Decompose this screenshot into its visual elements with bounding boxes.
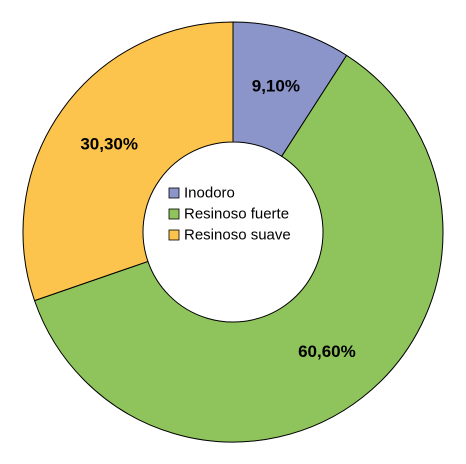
data-label-resinoso-fuerte: 60,60% (298, 342, 356, 361)
legend-swatch-resinoso-suave (168, 229, 180, 241)
slice-resinoso-suave (22, 21, 234, 302)
donut-slices (22, 21, 444, 443)
legend-label-inodoro: Inodoro (184, 185, 235, 202)
chart-legend: Inodoro Resinoso fuerte Resinoso suave (168, 185, 291, 244)
slice-resinoso-fuerte (33, 54, 444, 443)
data-label-inodoro: 9,10% (252, 77, 300, 96)
data-label-resinoso-suave: 30,30% (80, 134, 138, 153)
legend-label-resinoso-suave: Resinoso suave (184, 227, 291, 244)
legend-swatch-resinoso-fuerte (168, 208, 180, 220)
legend-swatch-inodoro (168, 187, 180, 199)
donut-data-labels: 9,10% 60,60% 30,30% (80, 77, 355, 361)
legend-label-resinoso-fuerte: Resinoso fuerte (184, 206, 289, 223)
